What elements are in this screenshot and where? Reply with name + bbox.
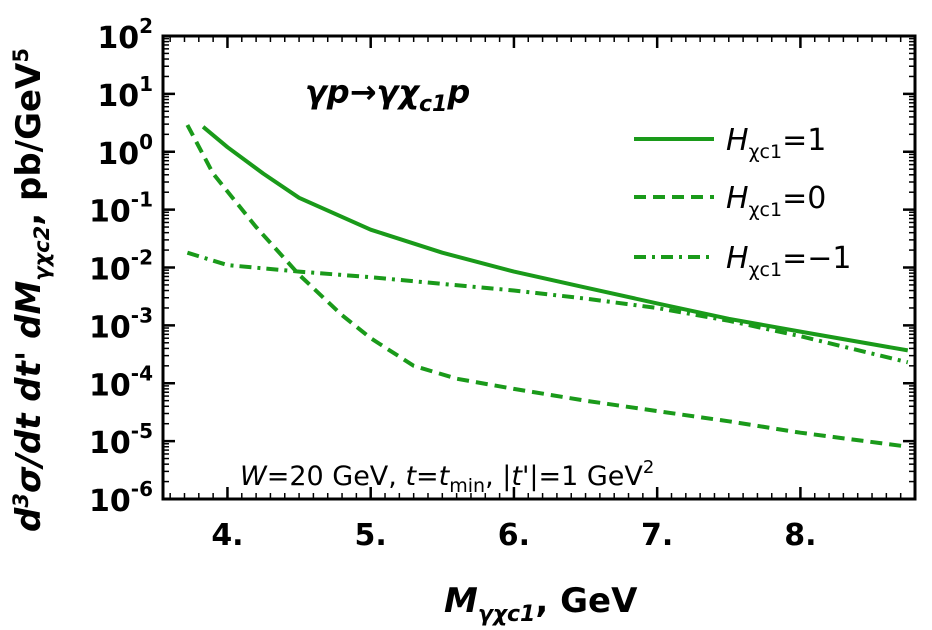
y-tick-label: 10-6 [89, 477, 153, 519]
legend-label-3: Hχc1=−1 [726, 241, 851, 281]
reaction-label: γp→γχc1p [305, 73, 470, 117]
x-tick-label: 4. [211, 518, 243, 553]
y-tick-label: 10-4 [89, 361, 153, 403]
y-tick-label: 10-3 [89, 303, 153, 345]
y-tick-label: 10-2 [89, 246, 153, 288]
legend-label-2: Hχc1=0 [726, 181, 826, 221]
x-axis-title: Mγχc1, GeV [444, 581, 638, 627]
legend-label-1: Hχc1=1 [726, 123, 826, 163]
y-tick-label: 10-5 [89, 419, 153, 461]
series-line-dashed [185, 124, 909, 449]
x-tick-label: 8. [784, 518, 816, 553]
y-tick-label: 10-1 [89, 188, 153, 230]
conditions-annotation: W=20 GeV, t=tmin, |t'|=1 GeV2 [240, 457, 654, 497]
x-tick-label: 5. [355, 518, 387, 553]
y-tick-label: 101 [97, 72, 153, 114]
legend: Hχc1=1 Hχc1=0 Hχc1=−1 [634, 123, 851, 281]
x-tick-label: 6. [498, 518, 530, 553]
ticks: 4. 5. 6. 7. 8. 10-6 10-5 10-4 10-3 10-2 10-1 100 101… [89, 14, 916, 553]
y-tick-label: 102 [97, 14, 153, 56]
series-line-solid [201, 125, 909, 353]
series-line-dashdot [186, 250, 909, 365]
y-axis-title: d3σ/dt dt' dMγχc2, pb/GeV5 [9, 48, 54, 532]
series-layer [185, 124, 909, 449]
y-tick-label: 100 [97, 130, 153, 172]
x-tick-label: 7. [641, 518, 673, 553]
